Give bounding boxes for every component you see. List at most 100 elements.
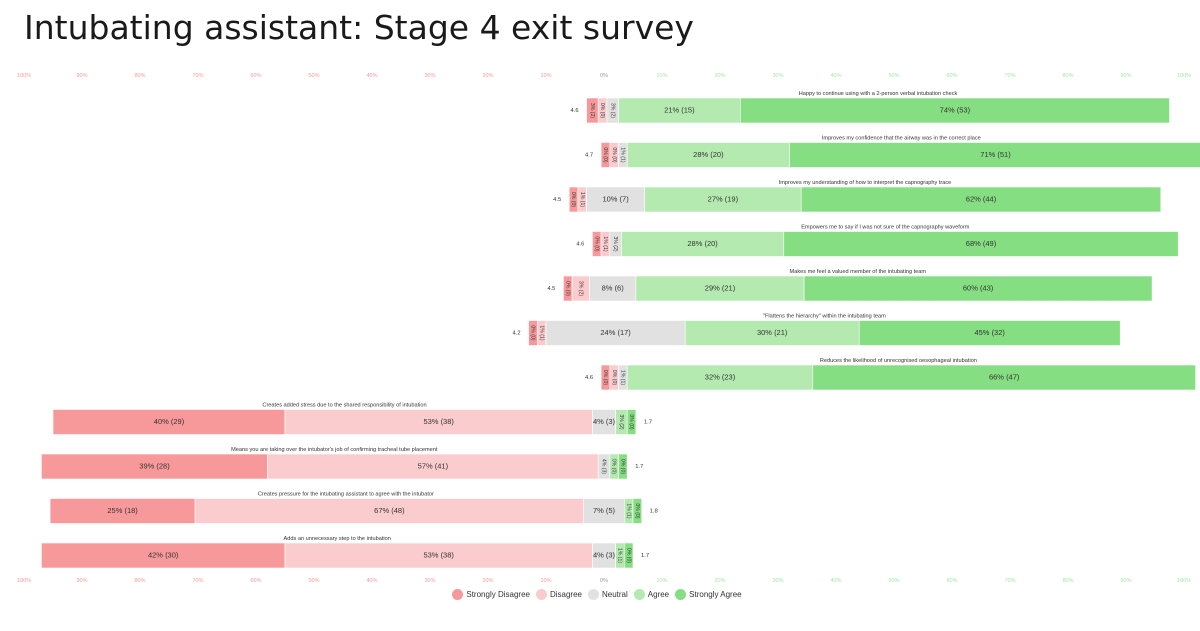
data-label-strongly-disagree: 3% (2) — [589, 103, 595, 119]
data-label-strongly-disagree: 39% (28) — [139, 461, 170, 470]
bar-strongly-disagree — [52, 409, 286, 435]
data-label-strongly-disagree: 0% (0) — [570, 192, 576, 208]
data-label-neutral: 1% (1) — [620, 370, 626, 386]
data-label-agree: 27% (19) — [708, 194, 739, 203]
bar-strongly-disagree — [41, 453, 268, 480]
mean-score: 4.6 — [571, 108, 579, 114]
bar-strongly-agree — [739, 97, 1170, 124]
axis-tick-bottom: 100% — [1177, 578, 1191, 584]
bar-strongly-disagree — [41, 542, 286, 569]
axis-tick-bottom: 30% — [772, 578, 783, 584]
axis-tick-bottom: 50% — [308, 578, 319, 584]
bar-neutral — [586, 186, 645, 213]
data-label-neutral: 8% (6) — [602, 283, 625, 292]
question-label: Empowers me to say if I was not sure of … — [801, 225, 970, 231]
data-label-agree: 28% (20) — [693, 150, 724, 159]
question-label: Reduces the likelihood of unrecognised o… — [820, 358, 977, 364]
legend-label-strongly-agree: Strongly Agree — [689, 589, 742, 599]
mean-score: 4.6 — [576, 242, 584, 248]
question-label: "Flattens the hierarchy" within the intu… — [763, 314, 886, 320]
data-label-disagree: 57% (41) — [418, 461, 449, 470]
data-label-agree: 28% (20) — [687, 239, 718, 248]
data-label-strongly-disagree: 0% (0) — [602, 147, 608, 163]
data-label-strongly-agree: 60% (43) — [963, 283, 994, 292]
bar-agree — [626, 142, 790, 168]
data-label-strongly-agree: 68% (49) — [966, 239, 997, 248]
axis-tick-bottom: 80% — [134, 578, 145, 584]
legend-swatch-strongly-disagree — [452, 588, 464, 600]
bar-agree — [644, 186, 802, 213]
axis-tick-top: 20% — [482, 73, 493, 79]
bar-agree — [684, 320, 860, 346]
bar-disagree — [284, 542, 593, 569]
legend-item-strongly-disagree: Strongly Disagree — [452, 588, 530, 600]
data-label-agree: 29% (21) — [705, 283, 736, 292]
axis-tick-bottom: 60% — [946, 578, 957, 584]
axis-tick-bottom: 10% — [540, 578, 551, 584]
legend-item-strongly-agree: Strongly Agree — [675, 588, 742, 600]
axis-tick-top: 40% — [366, 73, 377, 79]
data-label-neutral: 3% (2) — [612, 236, 618, 252]
question-label: Creates pressure for the intubating assi… — [258, 492, 434, 498]
data-label-strongly-agree: 74% (53) — [940, 105, 971, 114]
slide-title: Intubating assistant: Stage 4 exit surve… — [24, 8, 694, 47]
axis-tick-top: 80% — [134, 73, 145, 79]
bar-strongly-agree — [800, 186, 1162, 213]
data-label-neutral: 7% (5) — [593, 506, 616, 515]
data-label-neutral: 4% (3) — [593, 550, 616, 559]
mean-score: 4.7 — [585, 153, 593, 159]
axis-tick-top: 0% — [600, 73, 608, 79]
axis-tick-bottom: 40% — [830, 578, 841, 584]
axis-tick-top: 50% — [888, 73, 899, 79]
axis-tick-top: 70% — [1004, 73, 1015, 79]
mean-score: 1.7 — [641, 553, 649, 559]
question-label: Happy to continue using with a 2-person … — [799, 91, 958, 97]
axis-tick-top: 70% — [192, 73, 203, 79]
bar-neutral — [545, 320, 686, 346]
bar-strongly-agree — [858, 320, 1121, 346]
legend-swatch-neutral — [587, 588, 599, 600]
data-label-strongly-disagree: 0% (0) — [602, 370, 608, 386]
data-label-strongly-disagree: 42% (30) — [148, 550, 179, 559]
question-label: Creates added stress due to the shared r… — [262, 403, 426, 409]
mean-score: 4.6 — [585, 375, 593, 381]
axis-tick-bottom: 100% — [17, 578, 31, 584]
axis-tick-bottom: 90% — [76, 578, 87, 584]
axis-tick-top: 30% — [772, 73, 783, 79]
data-label-disagree: 53% (38) — [423, 550, 454, 559]
legend-swatch-agree — [633, 588, 645, 600]
data-label-disagree: 3% (2) — [577, 281, 583, 297]
data-label-strongly-agree: 45% (32) — [974, 328, 1005, 337]
axis-tick-top: 20% — [714, 73, 725, 79]
bar-strongly-agree — [789, 142, 1200, 168]
axis-tick-bottom: 40% — [366, 578, 377, 584]
axis-tick-top: 100% — [17, 73, 31, 79]
bar-agree — [626, 364, 814, 391]
mean-score: 4.2 — [513, 331, 521, 337]
data-label-strongly-disagree: 0% (0) — [593, 236, 599, 252]
data-label-disagree: 0% (0) — [611, 147, 617, 163]
axis-tick-top: 60% — [946, 73, 957, 79]
data-label-agree: 32% (23) — [705, 372, 736, 381]
bar-strongly-agree — [803, 275, 1153, 302]
axis-tick-bottom: 20% — [482, 578, 493, 584]
bar-strongly-agree — [812, 364, 1196, 391]
data-label-neutral: 1% (1) — [620, 147, 626, 163]
data-label-disagree: 53% (38) — [423, 417, 454, 426]
data-label-strongly-disagree: 25% (18) — [107, 506, 138, 515]
bar-disagree — [267, 453, 599, 480]
data-label-agree: 3% (2) — [618, 414, 624, 430]
data-label-disagree: 67% (48) — [374, 506, 405, 515]
legend-label-strongly-disagree: Strongly Disagree — [466, 589, 530, 599]
axis-tick-top: 50% — [308, 73, 319, 79]
mean-score: 1.7 — [635, 464, 643, 470]
axis-tick-bottom: 10% — [656, 578, 667, 584]
axis-tick-top: 90% — [76, 73, 87, 79]
data-label-agree: 1% (1) — [625, 503, 631, 519]
bar-disagree — [194, 498, 585, 524]
axis-tick-bottom: 70% — [192, 578, 203, 584]
axis-tick-bottom: 30% — [424, 578, 435, 584]
data-label-agree: 21% (15) — [664, 105, 695, 114]
legend-swatch-disagree — [535, 588, 547, 600]
